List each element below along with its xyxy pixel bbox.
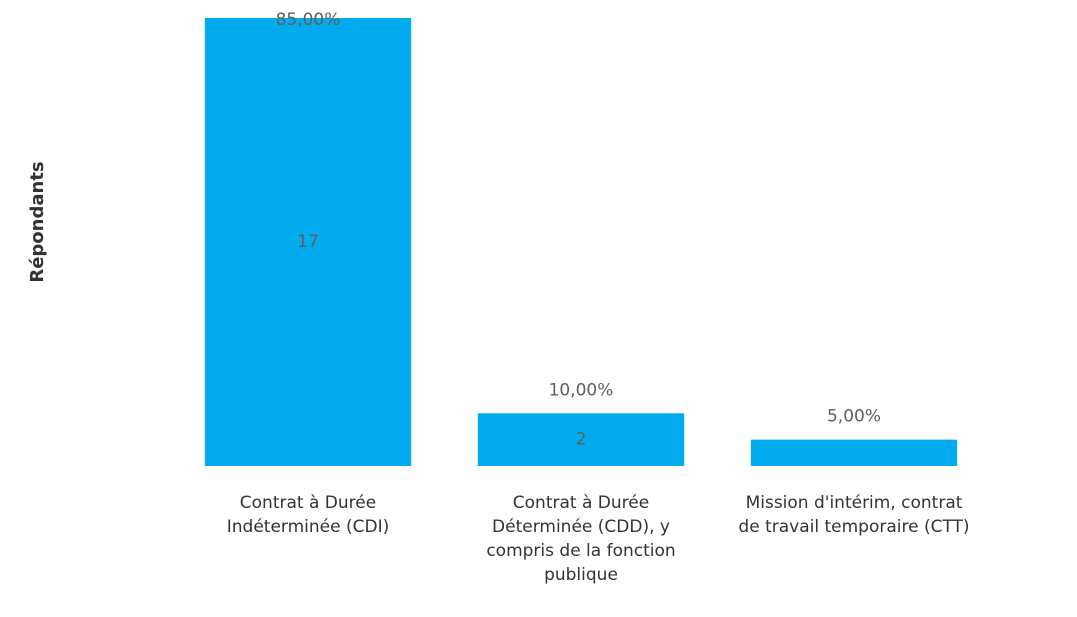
x-tick-label: Contrat à Durée Indéterminée (CDI)	[226, 493, 390, 537]
bar	[477, 413, 685, 466]
percentage-label: 85,00%	[276, 10, 341, 30]
percentage-label: 5,00%	[827, 407, 881, 427]
y-axis-label: Répondants	[27, 161, 48, 282]
bar	[204, 18, 412, 466]
x-tick-label: Mission d'intérim, contrat de travail te…	[738, 493, 970, 537]
count-label: 2	[576, 430, 587, 450]
percentage-label: 10,00%	[549, 380, 614, 400]
count-label: 17	[297, 232, 319, 252]
x-tick-label: Contrat à Durée Déterminée (CDD), y comp…	[486, 493, 676, 585]
bar	[750, 439, 958, 466]
